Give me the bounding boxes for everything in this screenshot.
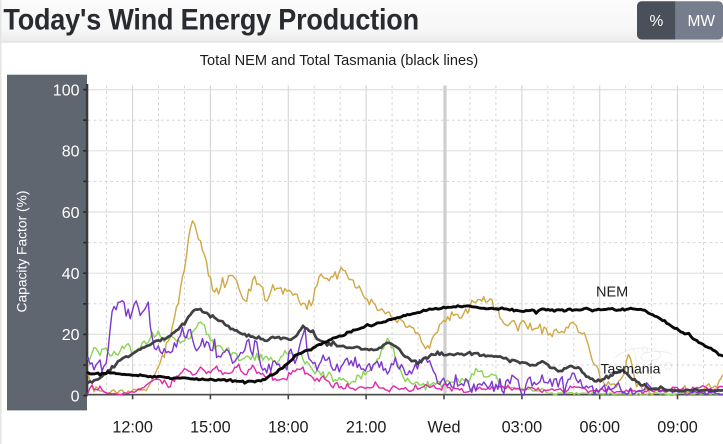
svg-text:15:00: 15:00 — [190, 418, 231, 436]
svg-text:03:00: 03:00 — [502, 418, 543, 436]
svg-text:Total NEM and Total Tasmania (: Total NEM and Total Tasmania (black line… — [200, 53, 479, 69]
svg-text:100: 100 — [53, 82, 80, 99]
svg-text:%: % — [650, 13, 664, 30]
svg-text:0: 0 — [71, 388, 80, 405]
svg-text:NEM: NEM — [596, 285, 628, 301]
svg-text:06:00: 06:00 — [579, 418, 620, 436]
svg-text:Wed: Wed — [428, 418, 461, 436]
svg-text:20: 20 — [62, 327, 80, 344]
svg-text:Tasmania: Tasmania — [601, 361, 661, 377]
svg-text:12:00: 12:00 — [112, 418, 153, 436]
svg-text:80: 80 — [62, 144, 80, 161]
svg-text:21:00: 21:00 — [346, 418, 387, 436]
svg-text:Capacity Factor (%): Capacity Factor (%) — [15, 191, 30, 313]
svg-text:18:00: 18:00 — [268, 418, 309, 436]
svg-text:09:00: 09:00 — [657, 418, 698, 436]
svg-text:40: 40 — [62, 266, 80, 283]
svg-text:60: 60 — [62, 205, 80, 222]
svg-text:Today's Wind Energy Production: Today's Wind Energy Production — [3, 3, 418, 37]
svg-text:MW: MW — [688, 13, 716, 30]
